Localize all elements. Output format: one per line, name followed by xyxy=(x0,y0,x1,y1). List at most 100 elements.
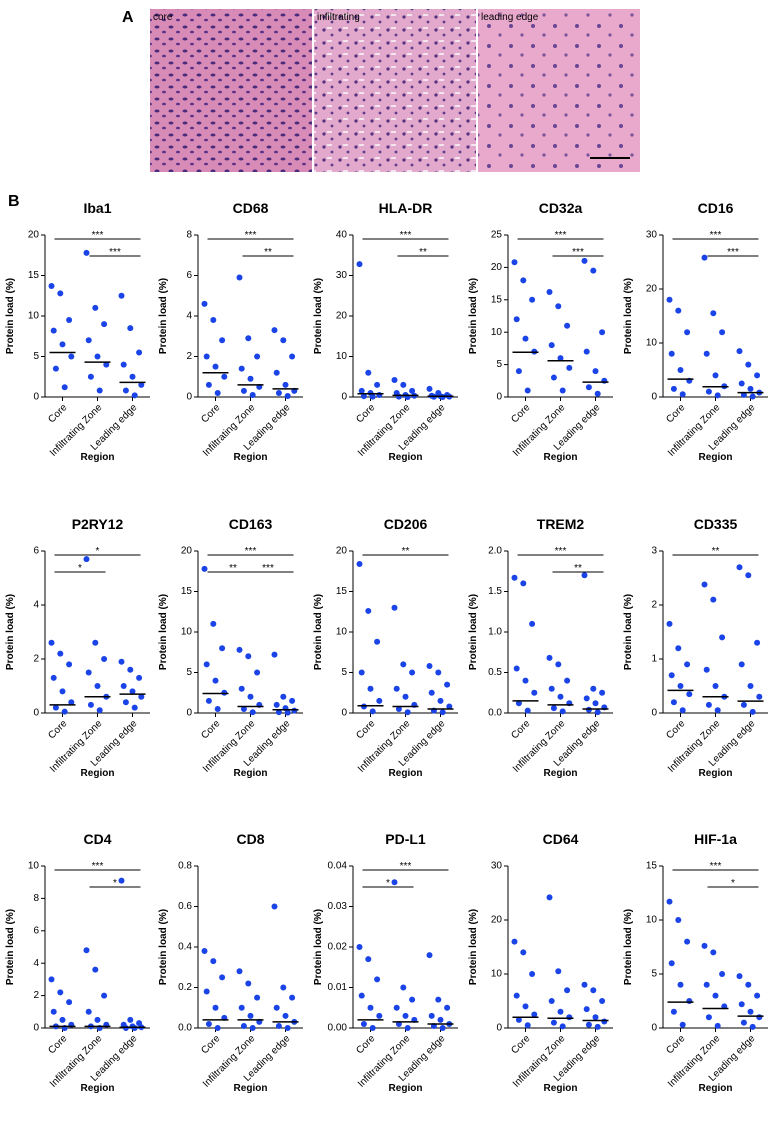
data-point xyxy=(520,949,527,956)
data-point xyxy=(435,669,442,676)
y-tick-label: 1.0 xyxy=(488,627,502,638)
data-point xyxy=(201,948,208,955)
x-tick-label: Core xyxy=(46,1033,69,1056)
data-point xyxy=(203,353,210,360)
y-tick-label: 10 xyxy=(646,338,658,349)
data-point xyxy=(404,709,411,716)
y-tick-label: 4 xyxy=(33,600,39,611)
y-tick-label: 0.04 xyxy=(328,861,348,872)
data-point xyxy=(409,669,416,676)
data-point xyxy=(360,1020,367,1027)
data-point xyxy=(284,392,291,399)
y-tick-label: 0.2 xyxy=(178,982,192,993)
data-point xyxy=(404,1025,411,1031)
x-axis-label: Region xyxy=(389,1083,423,1094)
data-point xyxy=(247,375,254,382)
data-point xyxy=(118,658,125,665)
y-tick-label: 0.0 xyxy=(488,708,502,719)
data-point xyxy=(238,365,245,372)
x-axis-label: Region xyxy=(234,1083,268,1094)
data-point xyxy=(221,373,228,380)
data-point xyxy=(668,350,675,357)
y-tick-label: 0 xyxy=(33,708,39,719)
significance-label: *** xyxy=(710,861,722,872)
y-tick-label: 2 xyxy=(186,351,192,362)
y-tick-label: 20 xyxy=(491,915,503,926)
significance-label: *** xyxy=(555,230,567,241)
data-point xyxy=(712,992,719,999)
data-point xyxy=(94,1016,101,1023)
data-point xyxy=(738,661,745,668)
significance-label: *** xyxy=(245,230,257,241)
y-tick-label: 10 xyxy=(181,627,193,638)
x-axis-label: Region xyxy=(544,768,578,779)
data-point xyxy=(701,581,708,588)
data-point xyxy=(83,947,90,954)
data-point xyxy=(201,300,208,307)
x-axis-label: Region xyxy=(389,768,423,779)
data-point xyxy=(94,683,101,689)
x-tick-label: Core xyxy=(664,1033,687,1056)
data-point xyxy=(684,329,691,336)
data-point xyxy=(679,391,686,398)
data-point xyxy=(210,620,217,627)
x-axis-label: Region xyxy=(699,768,733,779)
data-point xyxy=(282,1012,289,1019)
y-tick-label: 0 xyxy=(651,708,657,719)
y-tick-label: 10 xyxy=(336,351,348,362)
data-point xyxy=(747,1008,754,1015)
chart-title: TREM2 xyxy=(537,516,585,532)
chart-title: HLA-DR xyxy=(379,200,433,216)
y-tick-label: 2 xyxy=(651,600,657,611)
data-point xyxy=(129,373,136,380)
data-point xyxy=(284,1025,291,1031)
data-point xyxy=(66,661,73,668)
data-point xyxy=(745,981,752,988)
data-point xyxy=(395,705,402,712)
y-tick-label: 0.4 xyxy=(178,942,192,953)
x-tick-label: Core xyxy=(354,718,377,741)
data-point xyxy=(219,645,226,652)
data-point xyxy=(712,683,719,689)
y-tick-label: 2 xyxy=(33,654,39,665)
data-point xyxy=(400,984,407,991)
data-point xyxy=(284,709,291,716)
data-point xyxy=(592,368,599,375)
data-point xyxy=(59,1016,66,1023)
data-point xyxy=(557,1008,564,1015)
data-point xyxy=(402,693,409,700)
y-tick-label: 20 xyxy=(336,546,348,557)
y-tick-label: 6 xyxy=(186,270,192,281)
data-point xyxy=(247,1012,254,1019)
data-point xyxy=(756,1014,763,1021)
data-point xyxy=(205,381,212,388)
data-point xyxy=(679,707,686,714)
data-point xyxy=(435,996,442,1003)
y-tick-label: 20 xyxy=(28,230,40,241)
y-tick-label: 0.02 xyxy=(328,942,348,953)
y-tick-label: 2 xyxy=(33,990,39,1001)
data-point xyxy=(439,1025,446,1031)
data-point xyxy=(668,960,675,967)
data-point xyxy=(592,1014,599,1021)
data-point xyxy=(203,988,210,995)
data-point xyxy=(238,685,245,692)
data-point xyxy=(701,942,708,949)
data-point xyxy=(219,337,226,344)
data-point xyxy=(592,700,599,707)
data-point xyxy=(240,1022,247,1029)
data-point xyxy=(92,966,99,973)
data-point xyxy=(273,1004,280,1011)
y-axis-label: Protein load (%) xyxy=(623,594,634,670)
data-point xyxy=(668,672,675,679)
data-point xyxy=(48,283,55,290)
y-axis-label: Protein load (%) xyxy=(5,594,16,670)
y-tick-label: 4 xyxy=(186,311,192,322)
data-point xyxy=(409,996,416,1003)
x-tick-label: Core xyxy=(199,1033,222,1056)
data-point xyxy=(675,645,682,652)
data-point xyxy=(677,367,684,373)
data-point xyxy=(85,669,92,676)
data-point xyxy=(701,254,708,261)
